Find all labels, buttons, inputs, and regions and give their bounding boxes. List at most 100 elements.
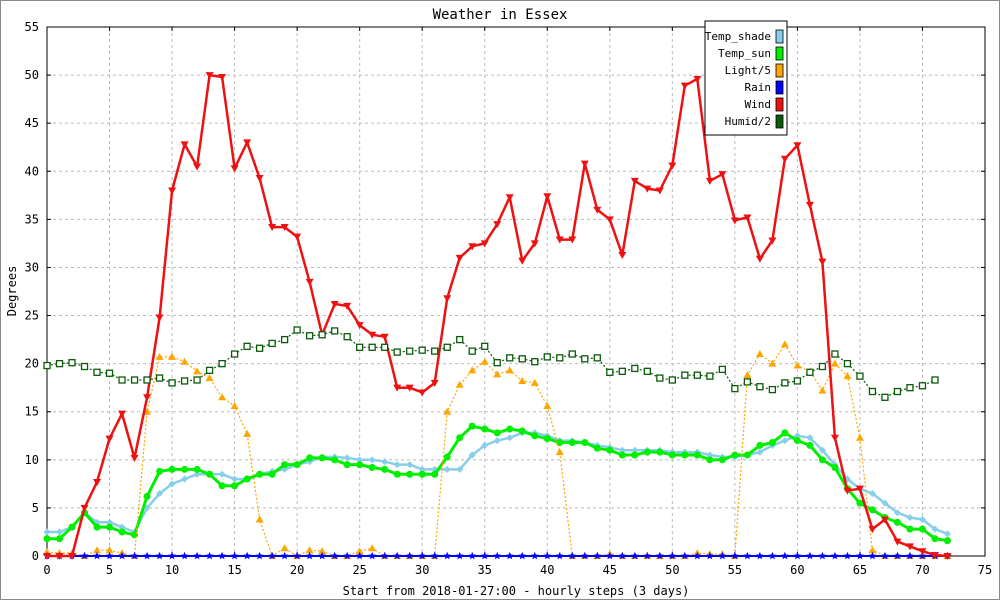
data-point-rain (868, 551, 877, 560)
data-point-rain (205, 551, 214, 560)
data-point-rain (443, 551, 452, 560)
data-point-temp-sun (931, 535, 939, 543)
data-point-rain (305, 551, 314, 560)
data-point-rain (730, 551, 739, 560)
data-point-light-5 (468, 366, 477, 374)
data-point-temp-shade (406, 461, 414, 469)
data-point-humid-2 (406, 347, 414, 355)
data-point-temp-sun (393, 470, 401, 478)
data-point-humid-2 (43, 361, 51, 370)
data-point-humid-2 (681, 371, 689, 379)
data-point-humid-2 (331, 327, 339, 335)
data-point-rain (680, 551, 689, 560)
data-point-temp-sun (618, 451, 626, 459)
data-point-humid-2 (843, 359, 852, 368)
data-point-rain (380, 551, 389, 560)
data-point-rain (80, 551, 89, 560)
data-point-wind (393, 384, 402, 392)
data-point-wind (118, 410, 127, 418)
y-tick-label: 10 (25, 453, 39, 467)
data-point-humid-2 (168, 379, 176, 387)
data-point-wind (455, 254, 464, 262)
data-point-wind (818, 258, 827, 266)
data-point-temp-shade (618, 446, 626, 454)
data-point-light-5 (255, 515, 264, 523)
data-point-rain (643, 551, 652, 560)
data-point-temp-shade (118, 523, 126, 531)
data-point-temp-sun (518, 427, 526, 435)
data-point-humid-2 (280, 335, 289, 344)
x-tick-label: 40 (540, 563, 554, 577)
data-point-temp-sun (143, 492, 151, 500)
data-point-temp-sun (806, 441, 814, 449)
data-point-light-5 (280, 544, 289, 552)
x-tick-label: 50 (665, 563, 679, 577)
data-point-humid-2 (918, 382, 927, 390)
series-humid-2 (43, 326, 939, 401)
data-point-wind (280, 224, 289, 232)
data-point-light-5 (355, 547, 364, 555)
data-point-wind (930, 552, 939, 560)
data-point-temp-shade (181, 475, 189, 483)
data-point-light-5 (855, 433, 864, 441)
data-point-wind (718, 171, 727, 179)
data-point-light-5 (793, 361, 802, 369)
data-point-humid-2 (781, 379, 789, 387)
data-point-humid-2 (268, 339, 276, 348)
data-point-humid-2 (568, 350, 576, 358)
data-point-rain (630, 551, 639, 560)
y-tick-label: 30 (25, 260, 39, 274)
data-point-temp-sun (231, 482, 239, 490)
data-point-temp-sun (543, 435, 551, 443)
data-point-temp-sun (831, 464, 839, 472)
data-point-temp-sun (306, 454, 314, 462)
data-point-humid-2 (931, 376, 939, 384)
data-point-wind (918, 548, 927, 556)
data-point-temp-sun (356, 461, 364, 469)
data-point-temp-shade (156, 489, 164, 497)
data-point-temp-shade (756, 448, 764, 456)
data-point-temp-shade (418, 465, 426, 473)
data-point-rain (593, 551, 602, 560)
data-point-temp-sun (481, 425, 489, 433)
data-point-temp-sun (743, 451, 751, 459)
y-tick-label: 45 (25, 116, 39, 130)
data-point-light-5 (543, 401, 552, 409)
data-point-temp-sun (856, 499, 864, 507)
data-point-wind (480, 240, 489, 248)
data-point-light-5 (455, 380, 464, 388)
data-point-temp-shade (381, 458, 389, 466)
data-point-humid-2 (706, 372, 714, 380)
data-point-rain (755, 551, 764, 560)
data-point-rain (906, 551, 914, 560)
data-point-temp-shade (393, 461, 401, 469)
data-point-temp-shade (456, 465, 464, 473)
data-point-temp-shade (218, 470, 226, 478)
data-point-light-5 (105, 546, 114, 554)
data-point-humid-2 (418, 346, 426, 354)
data-point-humid-2 (468, 347, 476, 355)
data-point-wind (568, 236, 577, 244)
data-point-wind (555, 236, 564, 244)
data-point-rain (393, 551, 402, 560)
data-point-temp-sun (556, 439, 564, 447)
data-point-temp-shade (231, 475, 239, 483)
data-point-wind (143, 394, 152, 402)
data-point-rain (255, 551, 264, 560)
data-point-wind (893, 538, 902, 546)
data-point-temp-sun (668, 451, 676, 459)
data-point-temp-sun (493, 429, 501, 437)
data-point-rain (230, 551, 239, 560)
data-point-humid-2 (656, 374, 664, 382)
y-tick-label: 50 (25, 68, 39, 82)
data-point-wind (43, 553, 51, 560)
data-point-wind (80, 504, 89, 512)
data-point-humid-2 (506, 354, 514, 362)
data-point-rain (493, 551, 502, 560)
data-point-light-5 (818, 386, 827, 394)
data-point-temp-sun (106, 523, 114, 531)
legend-swatch (775, 46, 784, 61)
data-point-temp-sun (368, 464, 376, 472)
data-point-humid-2 (143, 376, 151, 384)
data-point-humid-2 (531, 358, 539, 366)
